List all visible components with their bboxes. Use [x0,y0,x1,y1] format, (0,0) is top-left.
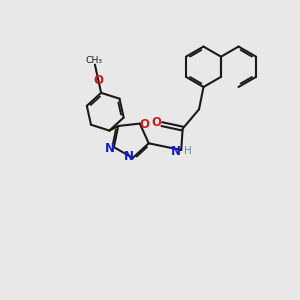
Text: H: H [184,146,192,157]
Text: N: N [124,150,134,163]
Text: O: O [93,74,103,87]
Text: O: O [152,116,162,130]
Text: O: O [139,118,149,131]
Text: N: N [105,142,115,155]
Text: CH₃: CH₃ [85,56,103,65]
Text: N: N [171,145,181,158]
